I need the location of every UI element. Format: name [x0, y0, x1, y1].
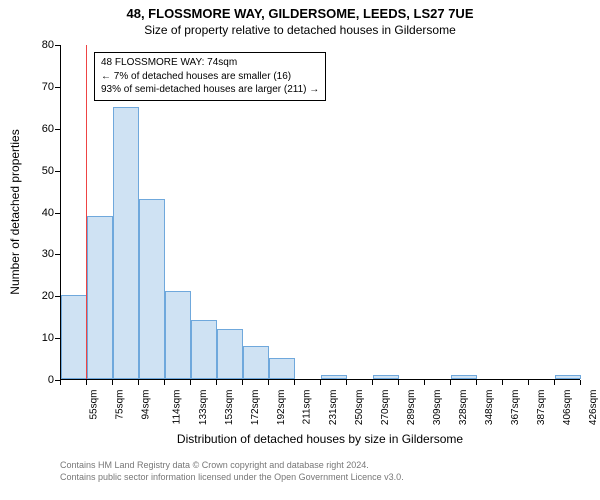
x-tick-label: 211sqm: [301, 390, 312, 425]
histogram-bar: [321, 375, 347, 379]
x-tick-mark: [112, 380, 113, 385]
histogram-bar: [165, 291, 191, 379]
x-tick-label: 270sqm: [380, 390, 391, 426]
x-tick-label: 172sqm: [250, 390, 261, 426]
histogram-bar: [87, 216, 113, 379]
x-tick-mark: [476, 380, 477, 385]
y-axis-label: Number of detached properties: [8, 112, 22, 312]
x-tick-mark: [216, 380, 217, 385]
x-tick-mark: [320, 380, 321, 385]
y-tick-mark: [55, 45, 60, 46]
histogram-bar: [61, 295, 87, 379]
x-tick-mark: [294, 380, 295, 385]
histogram-bar: [217, 329, 243, 379]
y-tick-label: 50: [32, 165, 54, 177]
y-tick-mark: [55, 213, 60, 214]
y-tick-mark: [55, 254, 60, 255]
histogram-bar: [269, 358, 295, 379]
chart-subtitle: Size of property relative to detached ho…: [0, 23, 600, 37]
histogram-bar: [113, 107, 139, 379]
x-tick-label: 367sqm: [510, 390, 521, 426]
x-tick-mark: [372, 380, 373, 385]
x-tick-mark: [268, 380, 269, 385]
y-tick-mark: [55, 87, 60, 88]
footer-line-2: Contains public sector information licen…: [60, 472, 404, 484]
chart-container: 48, FLOSSMORE WAY, GILDERSOME, LEEDS, LS…: [0, 0, 600, 500]
x-tick-mark: [242, 380, 243, 385]
x-axis-label: Distribution of detached houses by size …: [60, 432, 580, 446]
histogram-bar: [139, 199, 165, 379]
histogram-bar: [373, 375, 399, 379]
x-tick-mark: [398, 380, 399, 385]
x-tick-label: 94sqm: [141, 390, 152, 420]
annotation-box: 48 FLOSSMORE WAY: 74sqm← 7% of detached …: [94, 52, 326, 101]
x-tick-label: 231sqm: [328, 390, 339, 426]
y-tick-label: 20: [32, 290, 54, 302]
x-tick-label: 250sqm: [354, 390, 365, 426]
y-tick-label: 30: [32, 248, 54, 260]
x-tick-mark: [502, 380, 503, 385]
y-tick-mark: [55, 296, 60, 297]
annotation-line: ← 7% of detached houses are smaller (16): [101, 70, 319, 84]
x-tick-label: 289sqm: [406, 390, 417, 426]
x-tick-mark: [190, 380, 191, 385]
x-tick-label: 133sqm: [198, 390, 209, 426]
x-tick-mark: [86, 380, 87, 385]
x-tick-label: 114sqm: [171, 390, 182, 425]
x-tick-mark: [138, 380, 139, 385]
x-tick-mark: [554, 380, 555, 385]
annotation-line: 93% of semi-detached houses are larger (…: [101, 83, 319, 97]
x-tick-mark: [164, 380, 165, 385]
x-tick-label: 406sqm: [562, 390, 573, 426]
histogram-bar: [555, 375, 581, 379]
y-tick-label: 80: [32, 39, 54, 51]
y-tick-mark: [55, 129, 60, 130]
x-tick-mark: [528, 380, 529, 385]
annotation-line: 48 FLOSSMORE WAY: 74sqm: [101, 56, 319, 70]
x-tick-mark: [580, 380, 581, 385]
x-tick-mark: [424, 380, 425, 385]
copyright-footer: Contains HM Land Registry data © Crown c…: [60, 460, 404, 483]
x-tick-label: 328sqm: [458, 390, 469, 426]
x-tick-mark: [450, 380, 451, 385]
x-tick-label: 426sqm: [588, 390, 599, 426]
y-tick-label: 0: [32, 374, 54, 386]
y-tick-mark: [55, 171, 60, 172]
histogram-bar: [191, 320, 217, 379]
y-tick-label: 70: [32, 81, 54, 93]
x-tick-label: 153sqm: [224, 390, 235, 426]
y-tick-mark: [55, 338, 60, 339]
y-tick-label: 40: [32, 207, 54, 219]
reference-line: [86, 45, 87, 379]
histogram-bar: [243, 346, 269, 380]
chart-title-address: 48, FLOSSMORE WAY, GILDERSOME, LEEDS, LS…: [0, 6, 600, 21]
footer-line-1: Contains HM Land Registry data © Crown c…: [60, 460, 404, 472]
x-tick-label: 75sqm: [115, 390, 126, 420]
x-tick-label: 309sqm: [432, 390, 443, 426]
y-tick-label: 60: [32, 123, 54, 135]
histogram-bar: [451, 375, 477, 379]
x-tick-label: 55sqm: [89, 390, 100, 420]
x-tick-label: 348sqm: [484, 390, 495, 426]
y-tick-label: 10: [32, 332, 54, 344]
x-tick-mark: [60, 380, 61, 385]
x-tick-label: 192sqm: [276, 390, 287, 426]
x-tick-label: 387sqm: [536, 390, 547, 426]
x-tick-mark: [346, 380, 347, 385]
